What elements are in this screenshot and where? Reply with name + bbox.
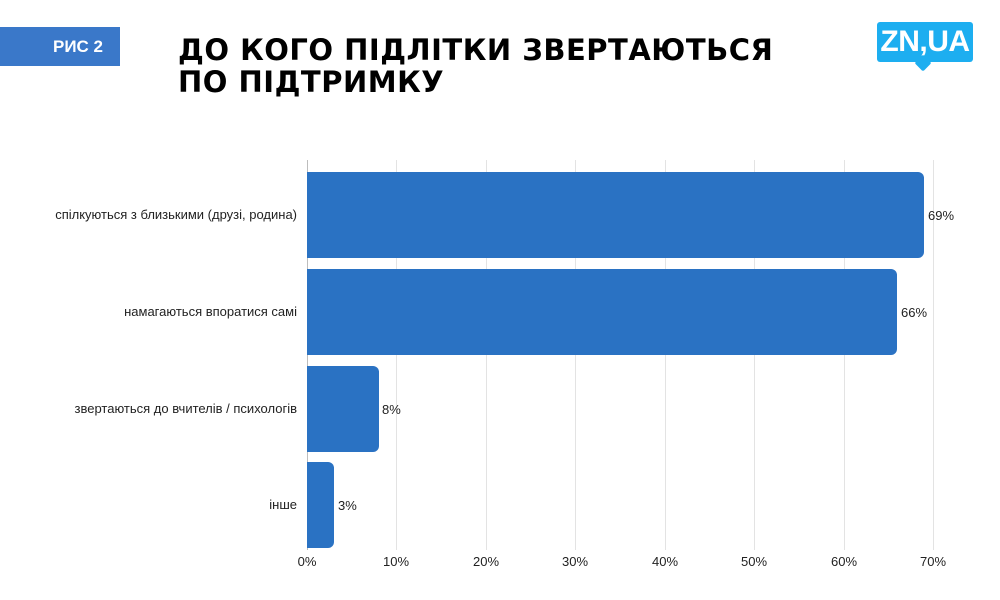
x-tick: 50% [740, 554, 768, 569]
bar-teachers-psychologists [307, 366, 379, 452]
bar-cope-alone [307, 269, 897, 355]
x-tick: 10% [382, 554, 410, 569]
x-tick: 70% [919, 554, 947, 569]
figure-label-badge: РИС 2 [0, 27, 120, 66]
x-tick: 40% [651, 554, 679, 569]
gridline-50 [754, 160, 755, 550]
x-tick: 30% [561, 554, 589, 569]
category-label: намагаються впоратися самі [124, 304, 297, 319]
value-label: 3% [338, 498, 357, 513]
category-label: звертаються до вчителів / психологів [74, 401, 297, 416]
gridline-0 [307, 160, 308, 550]
figure-label: РИС 2 [52, 36, 103, 56]
category-label: інше [269, 497, 297, 512]
chart-title: ДО КОГО ПІДЛІТКИ ЗВЕРТАЮТЬСЯ ПО ПІДТРИМК… [178, 33, 774, 99]
value-label: 69% [928, 208, 955, 223]
gridline-30 [575, 160, 576, 550]
gridline-10 [396, 160, 397, 550]
gridline-40 [665, 160, 666, 550]
gridline-20 [486, 160, 487, 550]
x-tick: 20% [472, 554, 500, 569]
category-label: спілкуються з близькими (друзі, родина) [55, 207, 297, 222]
gridline-70 [933, 160, 934, 550]
value-label: 8% [382, 402, 401, 417]
gridline-60 [844, 160, 845, 550]
x-tick: 60% [830, 554, 858, 569]
x-tick: 0% [297, 554, 317, 569]
bar-close-ones [307, 172, 924, 258]
value-label: 66% [901, 305, 928, 320]
bar-other [307, 462, 334, 548]
zn-ua-logo: ZN,UA [877, 22, 973, 62]
